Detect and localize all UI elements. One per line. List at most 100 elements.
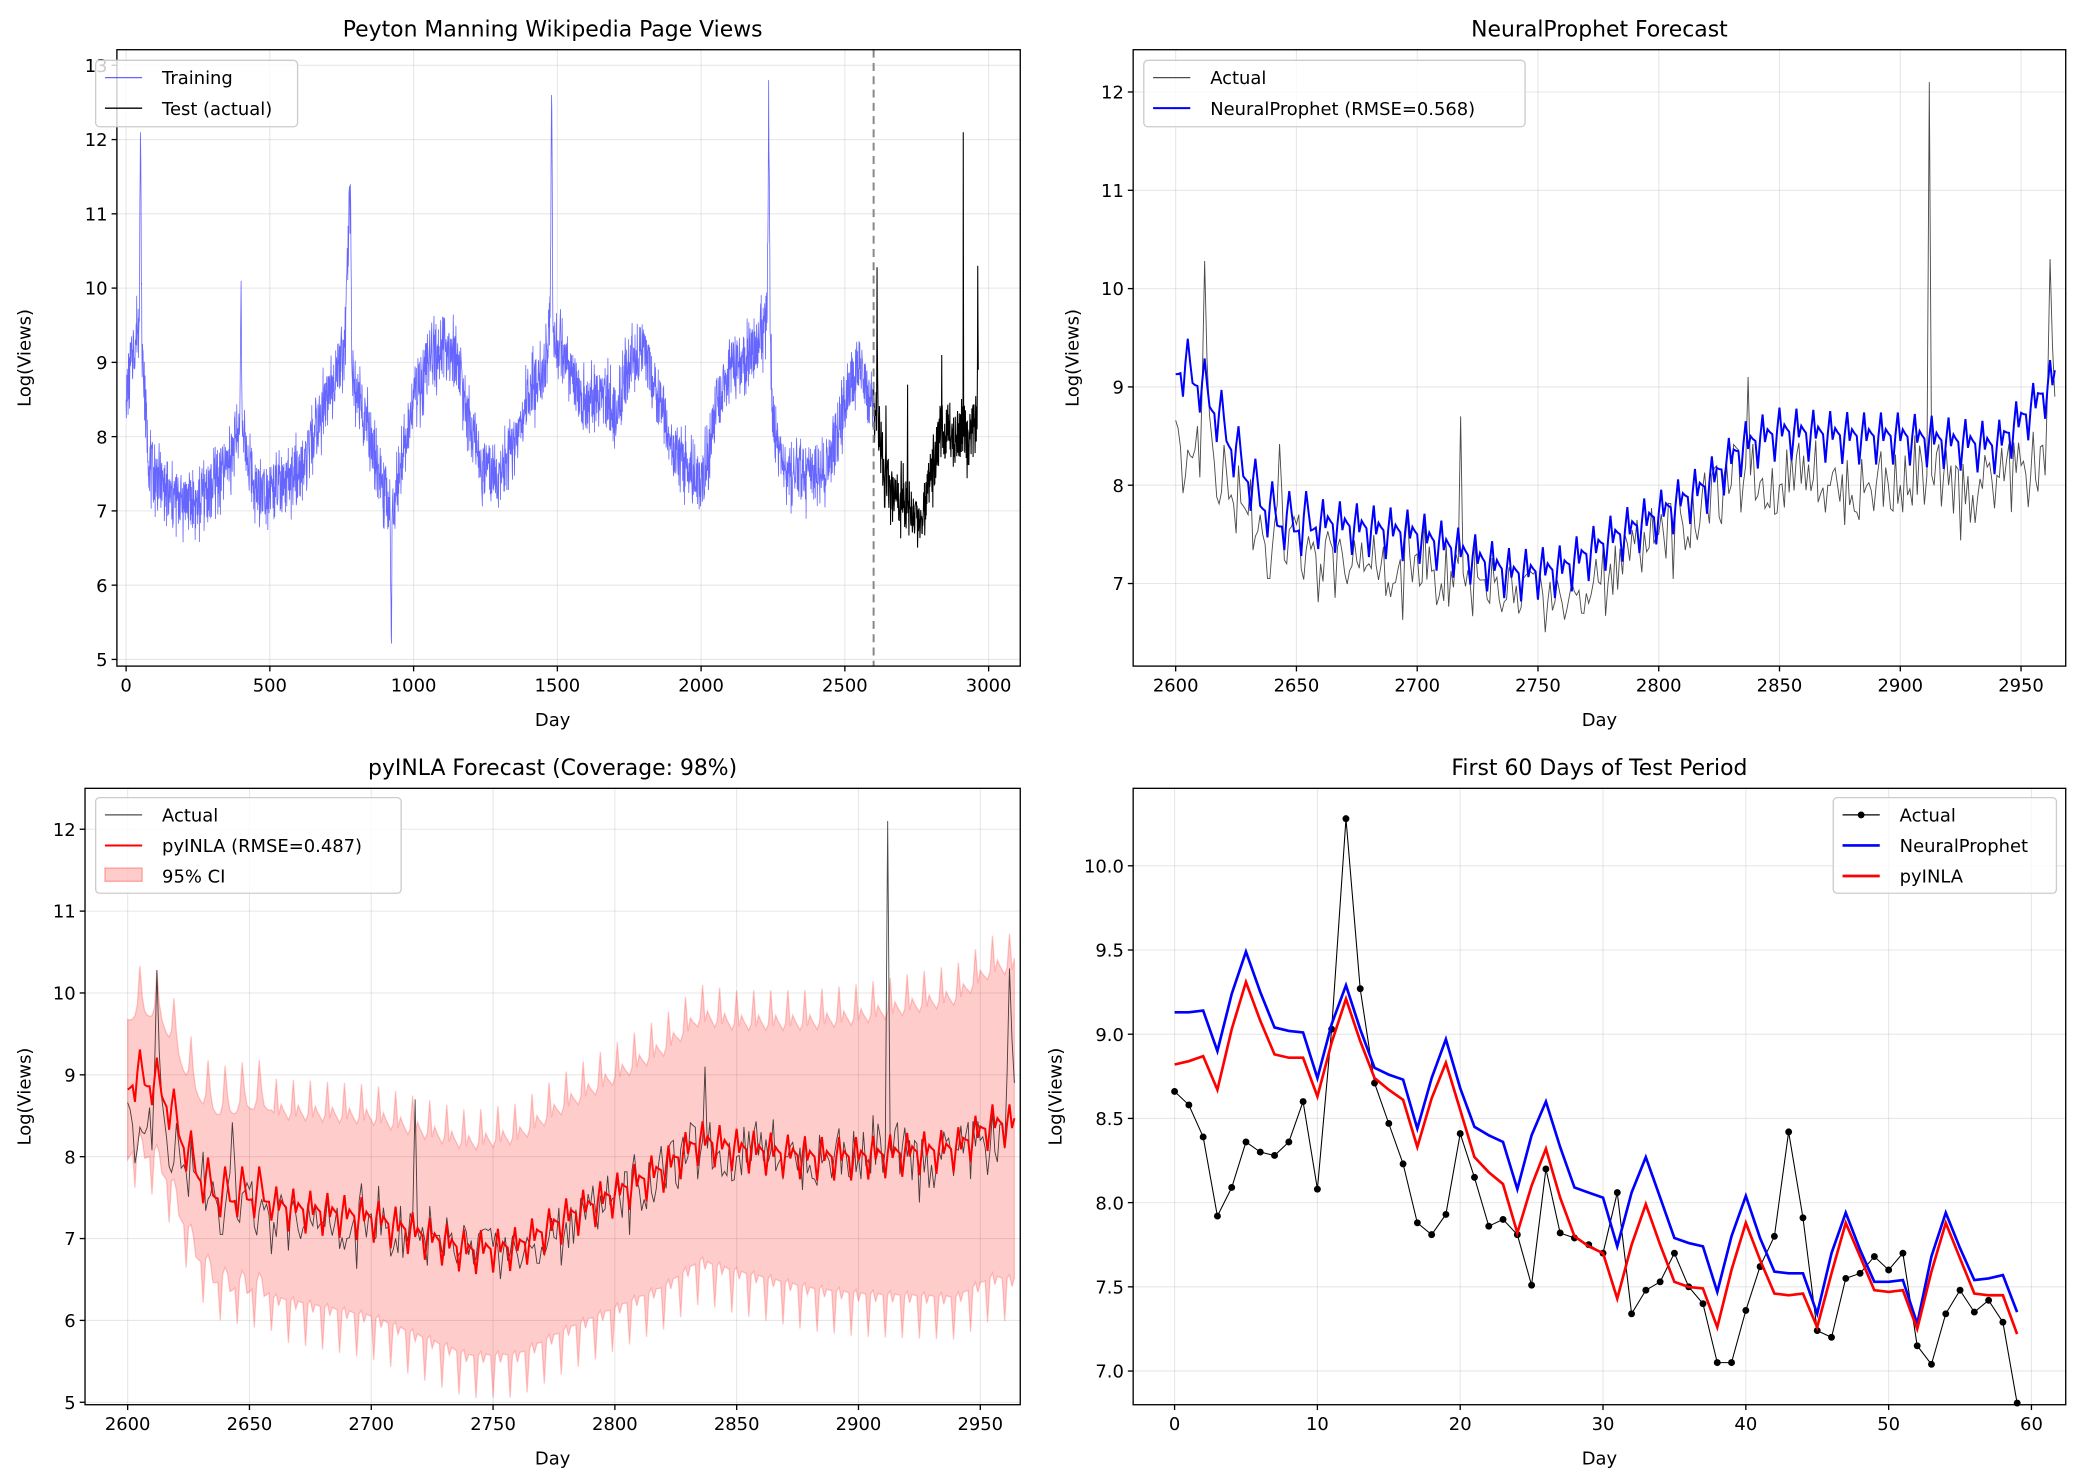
actual-point bbox=[1185, 1101, 1193, 1109]
ci-band bbox=[126, 933, 1016, 1399]
x-tick-label: 2950 bbox=[957, 1414, 1003, 1435]
y-tick-label: 10.0 bbox=[1084, 856, 1124, 877]
axes-frame bbox=[116, 49, 1021, 667]
y-tick-label: 5 bbox=[96, 650, 107, 671]
chart-title: NeuralProphet Forecast bbox=[1471, 17, 1728, 42]
actual-point bbox=[1628, 1310, 1636, 1318]
y-tick-label: 10 bbox=[1101, 279, 1124, 300]
legend-label: NeuralProphet bbox=[1900, 836, 2028, 857]
x-tick-label: 2650 bbox=[1274, 675, 1320, 696]
x-tick-label: 10 bbox=[1306, 1414, 1329, 1435]
actual-point bbox=[1413, 1219, 1421, 1227]
actual-point bbox=[1970, 1308, 1978, 1316]
x-tick-label: 1000 bbox=[391, 675, 437, 696]
plot-area: 2600 2650 2700 2750 2800 2850 2900 2950 5 6 7 8 9 10 1… bbox=[53, 787, 1021, 1435]
y-tick-label: 8 bbox=[64, 1147, 75, 1168]
actual-point bbox=[1228, 1184, 1236, 1191]
actual-point bbox=[1899, 1249, 1907, 1257]
y-tick-label: 6 bbox=[64, 1311, 75, 1332]
x-tick-label: 2650 bbox=[227, 1414, 273, 1435]
actual-point bbox=[1956, 1286, 1964, 1294]
y-tick-label: 7.5 bbox=[1095, 1277, 1124, 1298]
chart-title: pyINLA Forecast (Coverage: 98%) bbox=[368, 756, 737, 781]
x-tick-label: 2900 bbox=[1877, 675, 1923, 696]
series-pyinla bbox=[1174, 977, 2019, 1335]
actual-point bbox=[1742, 1306, 1750, 1314]
series-test-actual bbox=[873, 132, 979, 548]
legend-label: Actual bbox=[1210, 68, 1266, 89]
actual-point bbox=[1999, 1318, 2007, 1326]
actual-point bbox=[1842, 1274, 1850, 1282]
panel-first-60-days: First 60 Days of Test Period Day Log(Vie… bbox=[1045, 756, 2067, 1470]
y-tick-label: 12 bbox=[85, 130, 108, 151]
y-tick-label: 7.0 bbox=[1095, 1362, 1124, 1383]
chart-title: First 60 Days of Test Period bbox=[1451, 756, 1747, 781]
legend-label: Actual bbox=[1900, 806, 1956, 827]
y-tick-label: 10 bbox=[85, 279, 108, 300]
y-axis-label: Log(Views) bbox=[1045, 1048, 1066, 1146]
legend-label: 95% CI bbox=[162, 867, 225, 888]
actual-point bbox=[1799, 1214, 1807, 1222]
x-axis-label: Day bbox=[1582, 1449, 1618, 1470]
y-tick-label: 6 bbox=[96, 576, 107, 597]
y-axis-label: Log(Views) bbox=[1063, 309, 1084, 407]
actual-point bbox=[1313, 1185, 1321, 1193]
actual-point bbox=[1485, 1222, 1493, 1230]
actual-point bbox=[1642, 1286, 1650, 1294]
actual-point bbox=[1442, 1210, 1450, 1218]
x-tick-label: 2750 bbox=[470, 1414, 516, 1435]
actual-point bbox=[1613, 1189, 1621, 1196]
x-axis-label: Day bbox=[1582, 710, 1618, 731]
x-tick-label: 2850 bbox=[1757, 675, 1803, 696]
chart-title: Peyton Manning Wikipedia Page Views bbox=[343, 17, 763, 42]
y-tick-label: 5 bbox=[64, 1393, 75, 1414]
actual-point bbox=[1556, 1229, 1564, 1237]
plot-area: 2600 2650 2700 2750 2800 2850 2900 2950 7 8 9 10 11 1… bbox=[1101, 49, 2067, 696]
series-training bbox=[125, 80, 874, 644]
y-tick-label: 9 bbox=[64, 1065, 75, 1086]
y-tick-label: 7 bbox=[64, 1229, 75, 1250]
actual-point bbox=[1856, 1269, 1864, 1277]
panel-pyinla: pyINLA Forecast (Coverage: 98%) Day Log(… bbox=[15, 756, 1021, 1470]
actual-point bbox=[1213, 1212, 1221, 1220]
x-tick-label: 60 bbox=[2020, 1414, 2043, 1435]
x-tick-label: 40 bbox=[1734, 1414, 1757, 1435]
y-tick-label: 7 bbox=[1112, 574, 1123, 595]
series-actual bbox=[1175, 82, 2056, 633]
x-tick-label: 2000 bbox=[678, 675, 724, 696]
actual-point bbox=[1299, 1098, 1307, 1106]
actual-point bbox=[1242, 1138, 1250, 1146]
y-tick-label: 11 bbox=[1101, 181, 1124, 202]
y-tick-label: 8 bbox=[96, 427, 107, 448]
y-tick-label: 12 bbox=[53, 820, 76, 841]
actual-point bbox=[1670, 1249, 1678, 1257]
actual-point bbox=[1942, 1310, 1950, 1318]
x-tick-label: 2950 bbox=[1998, 675, 2044, 696]
legend-marker bbox=[1857, 811, 1865, 819]
legend-label: NeuralProphet (RMSE=0.568) bbox=[1210, 99, 1475, 120]
y-tick-label: 9.5 bbox=[1095, 941, 1124, 962]
legend-label: Test (actual) bbox=[161, 99, 272, 120]
actual-point bbox=[1828, 1333, 1835, 1341]
x-tick-label: 2900 bbox=[836, 1414, 882, 1435]
actual-point bbox=[1985, 1296, 1993, 1304]
actual-point bbox=[1928, 1360, 1935, 1368]
x-tick-label: 3000 bbox=[966, 675, 1012, 696]
y-tick-label: 12 bbox=[1101, 83, 1124, 104]
actual-point bbox=[1285, 1138, 1293, 1146]
legend: Actual NeuralProphet (RMSE=0.568) bbox=[1143, 59, 1526, 128]
actual-point bbox=[1770, 1232, 1778, 1240]
actual-point bbox=[1913, 1342, 1921, 1350]
actual-point bbox=[1471, 1173, 1478, 1181]
legend-label: Actual bbox=[162, 806, 218, 827]
actual-point bbox=[1171, 1088, 1179, 1095]
legend-label: pyINLA (RMSE=0.487) bbox=[162, 836, 362, 857]
legend-label: Training bbox=[161, 68, 233, 89]
x-tick-label: 2700 bbox=[348, 1414, 394, 1435]
y-tick-label: 11 bbox=[53, 902, 76, 923]
actual-point bbox=[1785, 1128, 1793, 1136]
legend: Training Test (actual) bbox=[94, 59, 299, 128]
y-tick-label: 9 bbox=[96, 353, 107, 374]
actual-point bbox=[1356, 985, 1364, 993]
